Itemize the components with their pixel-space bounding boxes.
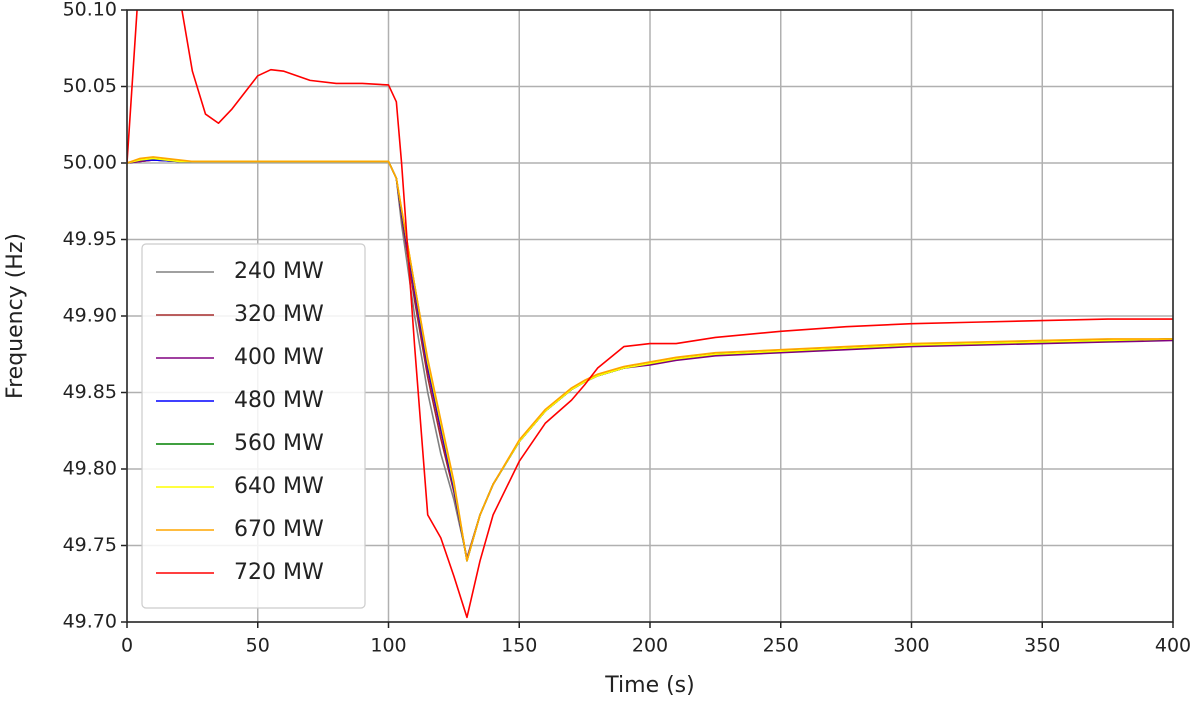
y-tick-label: 50.05 bbox=[63, 75, 117, 97]
y-axis-label: Frequency (Hz) bbox=[3, 233, 28, 399]
legend-label: 320 MW bbox=[234, 302, 324, 327]
legend-label: 640 MW bbox=[234, 474, 324, 499]
y-tick-label: 50.00 bbox=[63, 152, 117, 174]
y-tick-label: 49.75 bbox=[63, 534, 117, 556]
y-tick-label: 49.70 bbox=[63, 611, 117, 633]
x-tick-label: 100 bbox=[370, 635, 406, 657]
y-tick-label: 49.90 bbox=[63, 305, 117, 327]
x-axis-label: Time (s) bbox=[604, 673, 694, 698]
y-tick-label: 50.10 bbox=[63, 0, 117, 21]
plot-lines bbox=[127, 10, 1173, 619]
x-tick-label: 350 bbox=[1024, 635, 1060, 657]
y-tick-label: 49.80 bbox=[63, 458, 117, 480]
x-tick-label: 50 bbox=[246, 635, 270, 657]
series-line bbox=[127, 10, 1173, 619]
legend-label: 480 MW bbox=[234, 388, 324, 413]
legend-box bbox=[141, 243, 366, 609]
legend-label: 560 MW bbox=[234, 431, 324, 456]
legend-label: 400 MW bbox=[234, 345, 324, 370]
legend-label: 670 MW bbox=[234, 517, 324, 542]
x-tick-label: 0 bbox=[121, 635, 133, 657]
x-tick-label: 300 bbox=[893, 635, 929, 657]
x-tick-label: 400 bbox=[1155, 635, 1191, 657]
legend-label: 720 MW bbox=[234, 560, 324, 585]
legend-label: 240 MW bbox=[234, 259, 324, 284]
x-tick-label: 250 bbox=[763, 635, 799, 657]
x-tick-label: 150 bbox=[501, 635, 537, 657]
x-tick-label: 200 bbox=[632, 635, 668, 657]
y-tick-label: 49.95 bbox=[63, 228, 117, 250]
plot-frame bbox=[126, 9, 1174, 623]
series-line bbox=[127, 156, 1173, 562]
y-tick-label: 49.85 bbox=[63, 381, 117, 403]
